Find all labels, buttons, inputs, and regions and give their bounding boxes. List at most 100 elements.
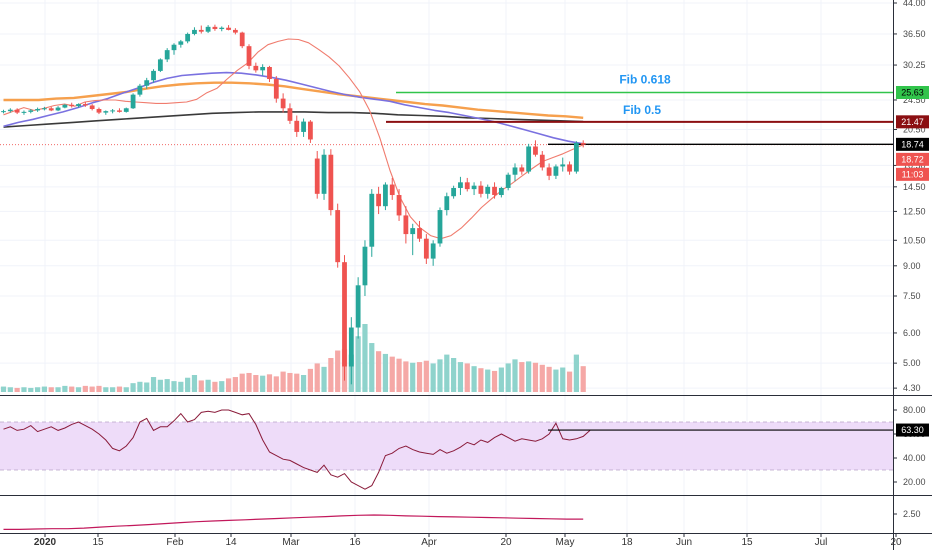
- volume-bar: [246, 372, 252, 392]
- candle-body: [171, 44, 177, 51]
- candle-body: [1, 111, 6, 113]
- rsi-tag-bg: [896, 423, 929, 437]
- volume-bar: [328, 358, 334, 392]
- volume-bar: [110, 387, 116, 392]
- volume-bar: [144, 382, 150, 392]
- volume-bar: [464, 363, 470, 392]
- volume-bar: [212, 381, 218, 392]
- time-tick-label: Feb: [166, 537, 184, 548]
- time-tick-label: 15: [741, 537, 753, 548]
- volume-bar: [69, 386, 75, 392]
- volume-bar: [294, 373, 300, 392]
- volume-bar: [178, 381, 184, 392]
- ema-slow-line: [3, 81, 584, 119]
- volume-bar: [376, 351, 382, 392]
- volume-bar: [512, 359, 518, 392]
- candle-body: [280, 98, 286, 109]
- candle-body: [273, 79, 279, 99]
- candle-body: [301, 121, 306, 132]
- lower-indicator-layer: [3, 514, 584, 530]
- price-tag-bg: [896, 85, 929, 99]
- volume-bar: [225, 378, 232, 392]
- ema-long-line: [3, 111, 584, 128]
- candle-body: [110, 110, 116, 112]
- candle-body: [137, 85, 143, 95]
- volume-bar: [103, 387, 109, 392]
- candle-body: [376, 193, 381, 207]
- volume-bar: [457, 362, 464, 392]
- volume-bar: [41, 386, 48, 392]
- time-axis[interactable]: 2020 15 Feb 14 Mar 16 Apr 20 May 18 Jun 15 Jul 20: [34, 533, 902, 548]
- volume-bar: [28, 387, 34, 392]
- price-tick-label: 7.50: [903, 291, 921, 301]
- volume-bar: [403, 361, 409, 392]
- volume-bar: [355, 336, 361, 392]
- volume-bar: [532, 362, 539, 392]
- candle-body: [335, 210, 341, 263]
- time-tick-label: Jul: [815, 537, 828, 548]
- lower-tick-label: 2.50: [903, 509, 921, 519]
- volume-bar: [171, 381, 177, 392]
- volume-bar: [280, 371, 286, 392]
- volume-bar: [546, 366, 552, 392]
- volume-bar: [526, 361, 532, 392]
- candle-body: [69, 104, 75, 107]
- candle-body: [117, 110, 122, 112]
- price-tick-label: 20.50: [903, 124, 926, 134]
- candle-body: [294, 120, 300, 132]
- volume-bar: [130, 383, 136, 392]
- volume-bar: [321, 366, 327, 392]
- time-tick-label: 2020: [34, 537, 57, 548]
- volume-bar: [335, 350, 341, 392]
- candle-body: [539, 154, 545, 168]
- time-tick-label: 14: [225, 537, 237, 548]
- candle-body: [308, 121, 313, 140]
- candle-body: [123, 108, 129, 112]
- price-tick-label: 14.50: [903, 182, 926, 192]
- candle-body: [471, 185, 477, 190]
- candle-body: [96, 108, 102, 113]
- volume-bar: [35, 387, 41, 392]
- candle-body: [28, 110, 34, 112]
- volume-bar: [21, 387, 27, 392]
- candle-body: [212, 26, 218, 30]
- candle-body: [48, 108, 54, 111]
- volume-bar: [491, 370, 498, 392]
- candle-body: [62, 104, 68, 108]
- volume-bar: [471, 366, 477, 392]
- candle-body: [485, 186, 491, 194]
- candle-body: [451, 187, 457, 197]
- candle-body: [430, 243, 436, 259]
- candle-body: [423, 238, 429, 259]
- volume-bar: [560, 367, 566, 392]
- volume-bar: [580, 366, 586, 392]
- volume-bar: [410, 362, 416, 392]
- candle-body: [519, 167, 525, 172]
- ema-layer: [3, 38, 584, 240]
- candle-body: [151, 70, 156, 81]
- candle-body: [526, 146, 532, 172]
- candle-body: [253, 65, 259, 71]
- rsi-tag-label: 63.30: [901, 425, 924, 435]
- fib-05-label: Fib 0.5: [623, 103, 661, 117]
- price-tag-label: 11:03: [902, 169, 924, 179]
- rsi-line: [3, 409, 591, 490]
- volume-bar: [260, 375, 266, 392]
- volume-bar: [0, 386, 7, 392]
- volume-bar: [164, 379, 170, 392]
- candle-body: [260, 66, 266, 71]
- candle-body: [348, 327, 354, 367]
- candle-layer[interactable]: [1, 24, 586, 385]
- volume-bar: [150, 377, 157, 392]
- price-tick-label: 9.00: [903, 261, 921, 271]
- candle-body: [396, 195, 402, 216]
- volume-bar: [300, 375, 307, 392]
- candle-body: [144, 80, 150, 86]
- price-tick-label: 30.25: [903, 60, 926, 70]
- candle-body: [164, 50, 170, 60]
- price-tag-bg: [896, 115, 929, 129]
- candle-body: [21, 111, 27, 113]
- candle-body: [505, 174, 511, 188]
- volume-bar: [137, 381, 143, 392]
